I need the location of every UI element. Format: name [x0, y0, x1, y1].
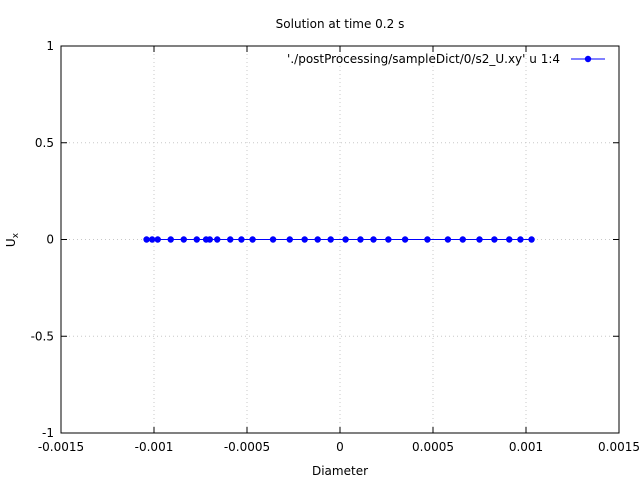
legend: './postProcessing/sampleDict/0/s2_U.xy' … [287, 52, 605, 66]
y-tick-label: 0.5 [35, 136, 54, 150]
data-point [286, 236, 293, 243]
data-point [154, 236, 161, 243]
y-tick-label: 0 [46, 233, 54, 247]
x-tick-label: 0.001 [509, 440, 543, 454]
y-tick-label: -0.5 [31, 329, 54, 343]
y-axis-label-base: U [4, 238, 18, 247]
data-point [206, 236, 213, 243]
x-tick-label: 0 [336, 440, 344, 454]
legend-label: './postProcessing/sampleDict/0/s2_U.xy' … [287, 52, 560, 66]
y-tick-labels: -1 -0.5 0 0.5 1 [31, 39, 54, 440]
x-tick-label: -0.001 [135, 440, 174, 454]
y-axis-label: Ux [4, 232, 21, 247]
data-point [444, 236, 452, 243]
data-point [491, 236, 498, 243]
data-point [506, 236, 513, 243]
data-point [424, 236, 431, 243]
data-point [214, 236, 221, 243]
data-point [327, 236, 334, 243]
x-tick-label: 0.0015 [598, 440, 640, 454]
data-point [269, 236, 277, 243]
series-points [143, 236, 535, 243]
x-tick-label: -0.0005 [224, 440, 270, 454]
data-point [227, 236, 234, 243]
x-tick-labels: -0.0015 -0.001 -0.0005 0 0.0005 0.001 0.0015 [38, 440, 640, 454]
data-point [167, 236, 174, 243]
plot-frame [60, 45, 620, 434]
data-point [459, 236, 466, 243]
legend-marker [584, 55, 592, 63]
x-tick-label: -0.0015 [38, 440, 84, 454]
data-point [370, 236, 377, 243]
data-point [385, 236, 392, 243]
data-point [314, 236, 321, 243]
data-point [180, 236, 187, 243]
data-point [401, 236, 409, 243]
data-point [476, 236, 483, 243]
data-point [342, 236, 349, 243]
data-point [238, 236, 245, 243]
y-tick-label: -1 [42, 426, 54, 440]
x-tick-label: 0.0005 [412, 440, 454, 454]
chart-title: Solution at time 0.2 s [276, 17, 405, 31]
data-point [301, 236, 308, 243]
data-point [143, 236, 150, 243]
data-point [517, 236, 524, 243]
data-point [249, 236, 256, 243]
y-axis-label-subscript: x [11, 232, 21, 238]
data-point [528, 236, 535, 243]
x-axis-label: Diameter [312, 464, 368, 478]
data-point [148, 236, 156, 243]
data-point [357, 236, 364, 243]
y-tick-label: 1 [46, 39, 54, 53]
data-point [193, 236, 200, 243]
